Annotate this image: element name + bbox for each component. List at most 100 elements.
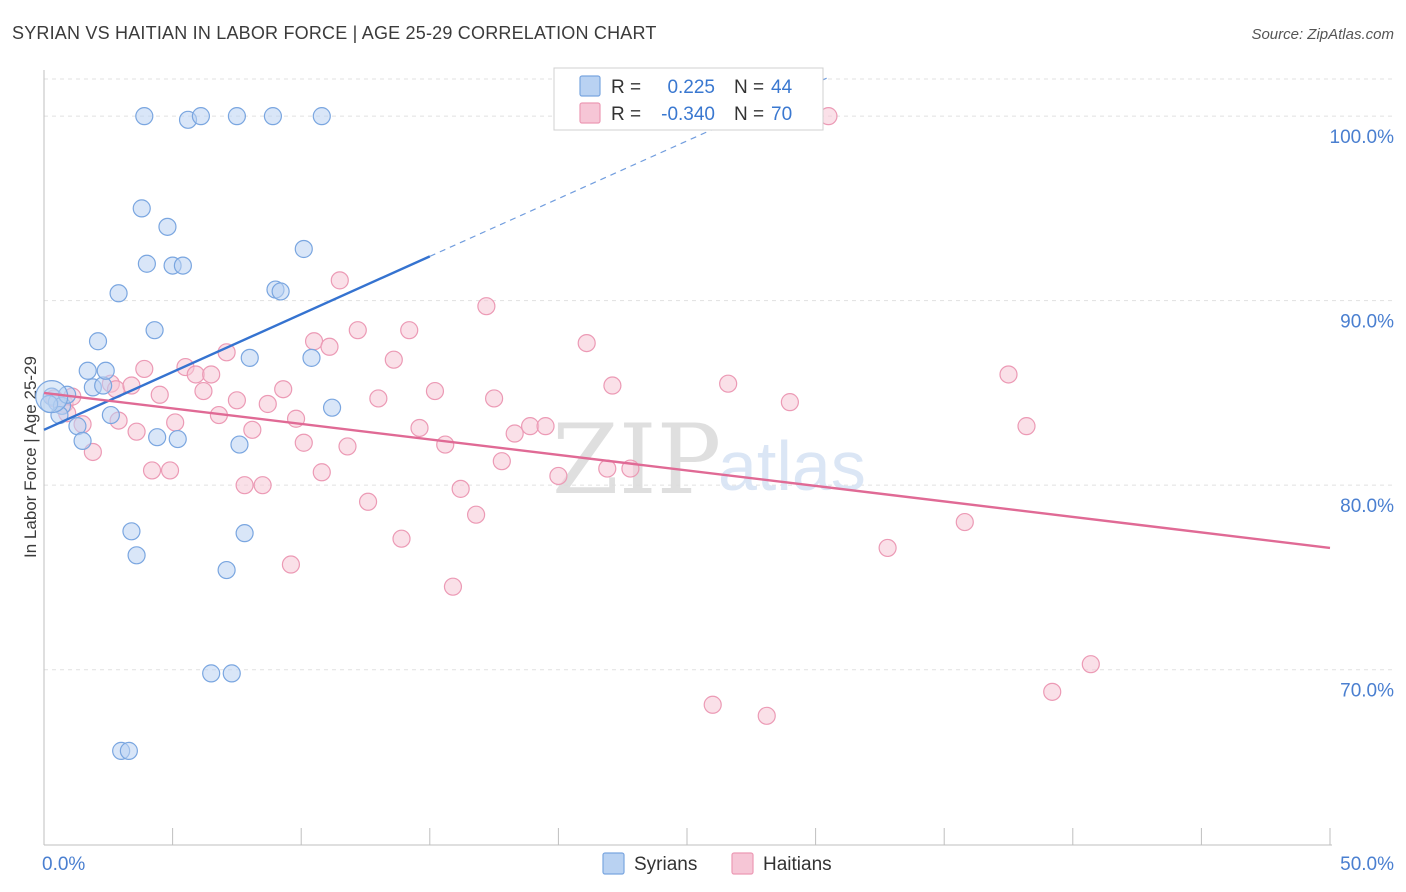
syrian-point [202,664,221,683]
x-tick-label-min: 0.0% [42,854,85,875]
syrian-point [88,332,108,351]
syrian-point [230,435,249,454]
syrian-point [173,256,192,275]
syrian-point [158,217,177,236]
haitian-point [549,466,568,486]
haitian-point [1043,682,1062,701]
syrian-point [168,429,187,449]
syrian-point [73,431,92,450]
haitian-point [127,422,146,441]
haitian-point [142,461,162,480]
syrian-point [302,348,321,367]
legend-n-label-syrians: N = [734,77,764,98]
syrian-point [312,107,331,126]
haitian-point [369,389,388,408]
syrian-point [148,428,167,447]
syrian-point [101,405,120,425]
haitian-point [392,529,411,548]
syrian-point [137,254,156,273]
haitian-point [320,337,339,356]
haitians-trend-line [43,391,1331,550]
y-axis-title: In Labor Force | Age 25-29 [21,356,40,558]
haitian-point [135,359,154,379]
syrian-point [96,361,115,380]
haitian-point [719,374,738,393]
bottom-legend-swatch-haitians [731,852,754,875]
legend-r-label-syrians: R = [611,77,641,98]
syrian-point [135,107,154,126]
syrian-point [78,361,97,380]
y-tick-label: 80.0% [1340,496,1394,517]
correlation-legend: R = 0.225 N = 44 R = -0.340 N = 70 [553,67,824,131]
syrian-point [122,522,141,541]
haitian-point [253,476,272,495]
haitian-point [274,380,293,399]
haitian-point [425,381,445,401]
haitian-point [312,463,331,482]
haitian-point [160,461,180,480]
watermark-atlas: atlas [718,427,866,505]
bottom-legend-swatch-syrians [602,852,625,875]
haitian-point [999,365,1018,384]
haitian-point [1017,417,1036,436]
legend-r-value-syrians: 0.225 [667,77,715,98]
legend-n-value-syrians: 44 [771,77,793,98]
haitian-point [492,452,511,471]
syrian-point [109,284,128,303]
legend-n-label-haitians: N = [734,104,764,125]
haitian-point [217,343,236,362]
haitian-point [243,420,262,439]
syrian-point [240,348,259,367]
syrian-point [222,664,241,683]
syrian-point [322,398,342,417]
haitian-point [955,512,974,532]
haitian-point [258,394,277,414]
haitian-point [304,332,324,351]
legend-n-value-haitians: 70 [771,104,792,125]
legend-swatch-syrians [579,75,601,97]
haitian-point [466,505,486,524]
series-legend: Syrians Haitians [602,852,832,875]
haitian-point [410,418,429,438]
haitian-point [443,577,463,596]
haitian-point [330,271,349,290]
gridlines [44,78,1394,671]
syrian-point [235,524,254,543]
haitian-point [505,424,524,443]
y-tick-label: 70.0% [1340,681,1394,702]
haitian-point [878,538,897,558]
haitian-point [436,435,455,454]
haitian-point [703,695,722,714]
haitian-point [348,321,367,340]
syrian-point [191,107,210,126]
syrian-point [145,321,164,340]
bottom-legend-label-syrians: Syrians [634,854,697,875]
haitian-point [536,417,555,436]
haitian-point [202,365,221,384]
syrian-point [294,239,313,259]
legend-r-value-haitians: -0.340 [661,104,715,125]
haitian-point [577,333,596,353]
haitian-point [358,492,378,511]
x-axis-ticks [43,828,1331,845]
haitian-point [1081,655,1100,674]
haitian-point [227,391,246,410]
syrian-point [217,560,236,580]
haitian-point [150,385,169,404]
syrian-point [94,376,113,395]
y-tick-label: 90.0% [1340,312,1394,333]
watermark: ZIP atlas [552,404,866,516]
haitian-point [603,376,622,395]
bottom-legend-label-haitians: Haitians [763,854,832,875]
haitian-point [294,433,313,452]
y-axis-tick-labels: 70.0% 80.0% 90.0% 100.0% [1330,127,1395,702]
legend-r-label-haitians: R = [611,104,641,125]
legend-swatch-haitians [579,102,601,124]
syrian-point [127,546,146,565]
haitian-point [485,389,504,408]
haitian-point [166,413,185,432]
haitian-point [780,393,799,412]
haitian-point [186,365,205,384]
y-tick-label: 100.0% [1330,127,1395,148]
